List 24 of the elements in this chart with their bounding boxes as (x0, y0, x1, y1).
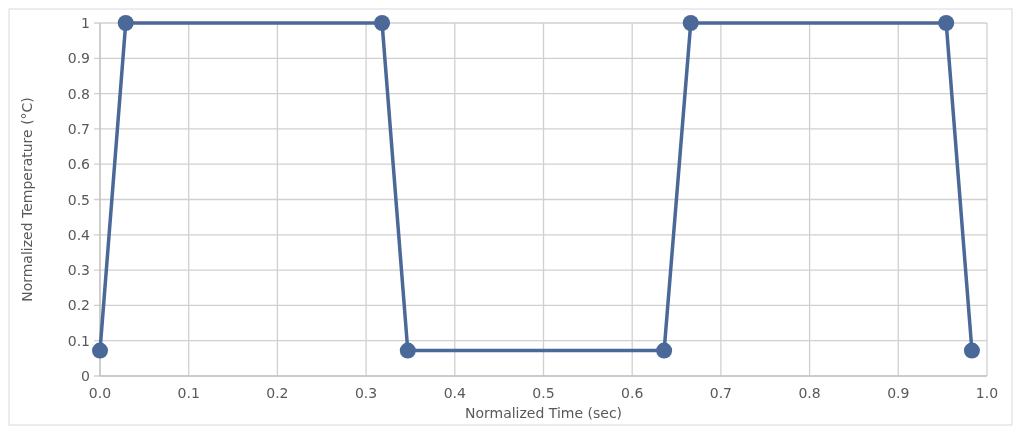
x-tick-label: 0.2 (266, 385, 289, 401)
y-tick-label: 0.4 (67, 226, 91, 243)
y-tick-label: 1 (81, 15, 90, 31)
x-tick-label: 0.1 (177, 385, 200, 401)
y-tick-label: 0.2 (67, 297, 90, 314)
x-tick-label: 0.9 (887, 385, 910, 401)
x-tick-label: 0.6 (621, 385, 644, 401)
y-axis-title: Normalized Temperature (°C) (19, 97, 35, 302)
x-tick-label: 0.0 (88, 385, 112, 401)
y-tick-label: 0.7 (67, 120, 90, 137)
x-tick-label: 0.7 (709, 385, 733, 401)
x-tick-label: 0.4 (443, 385, 467, 401)
x-tick-label: 1.0 (975, 385, 999, 401)
y-tick-label: 0.5 (67, 191, 90, 208)
y-tick-label: 0.8 (67, 85, 90, 102)
x-tick-label: 0.8 (798, 385, 821, 401)
y-tick-label: 0.1 (67, 332, 90, 349)
y-tick-label: 0 (81, 368, 90, 384)
y-tick-label: 0.3 (67, 262, 90, 279)
x-axis-title: Normalized Time (sec) (464, 405, 623, 421)
y-tick-label: 0.6 (67, 156, 91, 173)
y-tick-label: 0.9 (67, 50, 90, 67)
x-tick-label: 0.3 (354, 385, 378, 401)
x-tick-label: 0.5 (532, 385, 555, 401)
